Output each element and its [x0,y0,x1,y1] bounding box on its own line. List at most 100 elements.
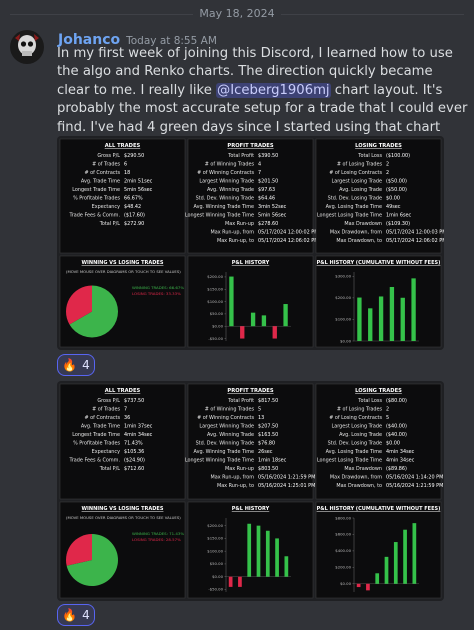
stat-label: # of Contracts [84,170,120,176]
stat-label: % Profitable Trades [73,196,120,202]
reaction-emoji: 🔥 [62,358,78,372]
attachment-image[interactable]: ALL TRADES Gross P/L $290.50 # of Trades 6 # … [57,136,444,350]
stat-value: 1min 6sec [386,213,412,219]
stat-value: 2 [386,170,389,176]
stat-label: Trade Fees & Comm. [69,458,121,464]
stat-value: 1min 18sec [258,458,287,464]
stat-label: Total P/L [99,221,121,227]
bar [356,583,361,588]
stat-value: 05/17/2024 12:00:03 PM [386,230,444,236]
author[interactable]: Johanco [58,32,121,48]
y-tick-label: $100.00 [207,299,223,304]
stat-label: Std. Dev. Losing Trade [328,196,382,202]
bar [403,529,407,584]
chart-title: P&L HISTORY [232,260,270,266]
reaction-emoji: 🔥 [62,608,78,622]
stat-value: 6 [124,162,127,168]
stat-label: Trade Fees & Comm. [69,213,121,219]
stat-label: Longest Losing Trade Time [317,458,382,464]
stat-label: Longest Trade Time [72,187,120,193]
stat-value: ($89.86) [386,466,407,472]
stat-value: $76.80 [258,441,275,447]
y-tick-label: $400.00 [335,548,351,553]
reaction[interactable]: 🔥 4 [57,604,95,626]
bar [411,278,416,341]
stat-value: 4 [258,162,261,168]
y-tick-label: -$50.00 [208,587,223,592]
stat-label: Max Run-up, from [210,230,254,236]
stat-label: Max Drawdown [344,466,382,472]
stat-value: $272.90 [124,221,144,227]
bar [368,308,373,341]
stats-title: LOSING TRADES [355,388,402,394]
stat-value: 05/16/2024 1:21:59 PM [386,483,443,489]
bar [238,576,242,587]
stat-value: ($40.00) [386,424,407,430]
stat-label: # of Losing Contracts [329,170,382,176]
y-tick-label: $150.00 [207,287,223,292]
bar [275,538,279,577]
bar [384,556,389,584]
stat-value: 18 [124,170,130,176]
stat-value: $163.50 [258,432,278,438]
stat-value: $0.00 [386,196,400,202]
stat-label: # of Winning Contracts [197,415,254,421]
stat-label: Max Drawdown, from [330,475,382,481]
y-tick-label: $600.00 [335,532,351,537]
pie-label: LOSING TRADES: 28.57% [132,537,181,542]
stat-value: $390.50 [258,153,278,159]
bar [261,315,267,327]
stat-label: Max Run-up, to [217,238,254,244]
bar [247,523,252,577]
y-tick-label: $0.00 [340,338,351,343]
stat-label: Total Profit [227,153,254,159]
bar [272,326,277,339]
avatar[interactable] [10,30,44,64]
stat-value: 05/16/2024 1:21:59 PM [258,475,315,481]
stats-panel [187,138,314,254]
stat-value: $0.00 [386,441,400,447]
bar [393,542,398,584]
chart-title: WINNING VS LOSING TRADES [82,506,164,512]
stat-label: Max Drawdown [344,221,382,227]
stat-value: $817.50 [258,398,278,404]
attachment-image[interactable]: ALL TRADES Gross P/L $737.50 # of Trades 7 # … [57,381,444,601]
stat-label: Expectancy [92,204,120,210]
message-segment: In my first week of joining this Discord… [57,46,453,98]
stat-value: $290.50 [124,153,144,159]
stat-label: Std. Dev. Winning Trade [196,441,254,447]
chart-panel [315,255,442,348]
y-tick-label: $200.00 [207,523,223,528]
stat-label: Avg. Winning Trade [207,432,254,438]
y-tick-label: $0.00 [340,581,351,586]
pie-slice [65,285,92,325]
stat-label: Max Run-up [225,466,254,472]
stat-label: Std. Dev. Losing Trade [328,441,382,447]
stat-label: Avg. Losing Trade [339,187,382,193]
stats-panel [315,138,442,254]
stat-label: Gross P/L [97,398,120,404]
stat-value: 05/17/2024 12:06:02 PM [386,238,444,244]
y-tick-label: $200.00 [335,295,351,300]
bar [283,304,288,327]
bar [378,296,384,341]
pie-slice [66,534,92,566]
message-header: Johanco Today at 8:55 AM [58,29,217,48]
reaction[interactable]: 🔥 4 [57,354,95,376]
y-tick-label: $300.00 [335,274,351,279]
mention[interactable]: @Iceberg1906mj [216,82,331,98]
stat-value: ($40.00) [386,432,407,438]
y-tick-label: $0.00 [212,324,223,329]
stat-value: 26sec [258,449,273,455]
stat-label: Avg. Trade Time [81,424,120,430]
bar [389,286,395,341]
stats-title: PROFIT TRADES [227,388,273,394]
bar [375,573,380,584]
stat-label: Longest Winning Trade Time [185,458,254,464]
stat-label: # of Trades [92,162,120,168]
stat-value: 4min 34sec [124,432,153,438]
stats-panel [315,383,442,500]
y-tick-label: $50.00 [210,561,224,566]
stat-value: 49sec [386,204,401,210]
chart-title: P&L HISTORY [232,506,270,512]
